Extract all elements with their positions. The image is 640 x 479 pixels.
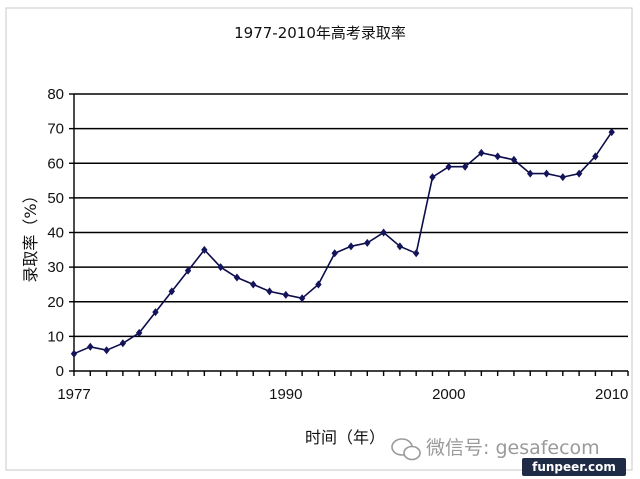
data-point-marker (184, 266, 192, 275)
data-point-marker (559, 173, 567, 182)
data-point-marker (396, 242, 404, 251)
data-point-marker (478, 148, 485, 157)
y-tick-label: 70 (47, 121, 64, 138)
wechat-watermark: 微信号: gesafecom (391, 437, 600, 461)
y-tick-label: 10 (47, 328, 64, 345)
data-point-marker (135, 328, 143, 337)
x-tick-label: 1977 (57, 386, 90, 403)
x-axis-ticks: 1977 1990 2000 2010 (57, 371, 629, 403)
data-point-marker (347, 242, 355, 251)
y-tick-label: 30 (47, 259, 64, 276)
data-point-marker (217, 263, 224, 272)
data-point-marker (152, 308, 159, 317)
wechat-icon (391, 438, 421, 461)
data-point-marker (527, 169, 534, 178)
x-tick-label: 2010 (595, 386, 628, 403)
data-point-marker (70, 349, 78, 358)
data-point-marker (201, 245, 208, 254)
y-tick-label: 50 (47, 190, 64, 207)
data-point-marker (429, 173, 436, 182)
x-tick-label: 2000 (432, 386, 465, 403)
data-point-marker (380, 228, 387, 237)
y-tick-label: 80 (47, 86, 64, 103)
data-point-marker (445, 162, 452, 171)
x-axis-label: 时间（年） (305, 428, 385, 447)
y-tick-label: 40 (47, 225, 64, 242)
data-point-marker (119, 339, 127, 348)
y-axis-ticks: 0 10 20 30 40 50 60 70 80 (47, 86, 74, 380)
data-point-marker (298, 294, 306, 303)
data-point-marker (510, 155, 518, 164)
data-point-marker (412, 249, 420, 258)
data-point-marker (233, 273, 241, 282)
site-watermark: funpeer.com (522, 458, 626, 476)
gridlines (74, 93, 628, 338)
data-point-marker (592, 152, 599, 161)
data-point-marker (282, 290, 290, 299)
data-point-marker (250, 280, 257, 289)
wechat-id-text: 微信号: gesafecom (426, 437, 600, 459)
series-line (73, 131, 613, 355)
y-tick-label: 20 (47, 294, 64, 311)
data-point-marker (331, 249, 338, 258)
y-tick-label: 0 (56, 363, 64, 380)
data-point-marker (87, 342, 94, 351)
data-point-marker (543, 169, 550, 178)
chart-frame (5, 7, 633, 471)
data-point-marker (364, 238, 371, 247)
data-point-marker (494, 152, 501, 161)
data-point-marker (103, 346, 110, 355)
site-watermark-text: funpeer.com (532, 460, 616, 474)
data-point-marker (608, 128, 615, 137)
data-point-marker (266, 287, 273, 296)
x-tick-label: 1990 (269, 386, 302, 403)
data-point-marker (315, 280, 322, 289)
y-axis-label: 录取率（%） (21, 187, 40, 282)
data-point-marker (575, 169, 583, 178)
data-point-marker (461, 162, 469, 171)
data-point-marker (168, 287, 175, 296)
y-tick-label: 60 (47, 155, 64, 172)
series (70, 128, 615, 358)
chart-title: 1977-2010年高考录取率 (234, 24, 406, 42)
